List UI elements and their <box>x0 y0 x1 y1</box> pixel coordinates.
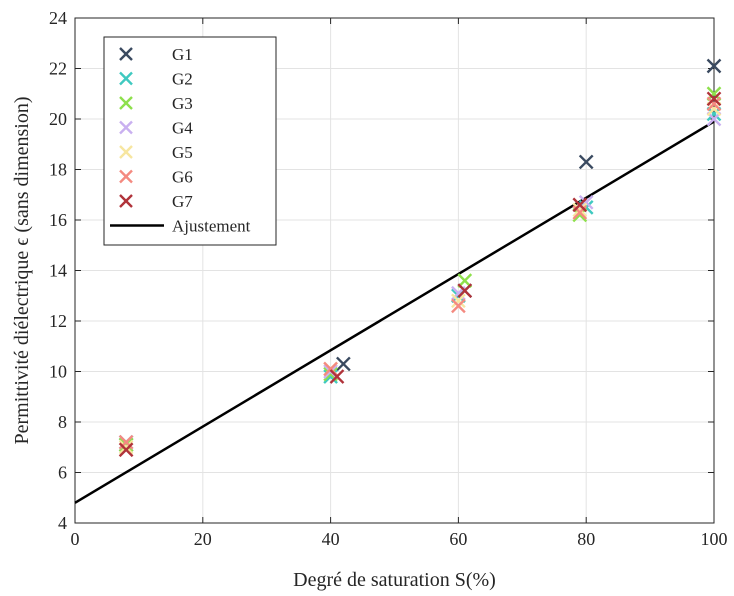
data-point-g7 <box>457 283 473 299</box>
data-point-g1 <box>578 154 594 170</box>
marker-stroke <box>323 366 338 382</box>
marker-stroke <box>118 437 134 453</box>
x-tick-label: 100 <box>701 529 728 549</box>
legend-label: Ajustement <box>172 217 251 236</box>
marker-stroke <box>118 442 134 458</box>
legend-label: G2 <box>172 70 193 89</box>
legend-marker <box>119 71 133 86</box>
marker-layer <box>118 58 722 458</box>
legend: G1 G2 G3 G4 G5 G6 G7 Ajustement <box>103 36 277 246</box>
y-tick-label: 14 <box>49 261 67 281</box>
y-tick-label: 24 <box>49 8 67 28</box>
y-axis-label: Permittivité diélectrique ϵ (sans dimens… <box>11 96 33 444</box>
marker-stroke <box>118 439 134 455</box>
marker-stroke <box>451 298 466 314</box>
marker-stroke <box>706 96 722 112</box>
y-tick-label: 6 <box>58 463 67 483</box>
fit-line <box>74 120 715 504</box>
data-point-g5 <box>572 202 588 218</box>
legend-item-g7: G7 <box>119 192 193 211</box>
marker-stroke <box>323 361 338 377</box>
data-point-g6 <box>706 96 722 112</box>
tick-layer: 0 20 40 60 80 100 4 6 8 10 12 14 16 18 20 22 24 <box>49 8 728 549</box>
legend-label: G5 <box>172 143 193 162</box>
y-tick-label: 12 <box>49 311 67 331</box>
data-point-g5 <box>118 439 134 455</box>
data-point-g7 <box>706 91 722 107</box>
marker-stroke <box>451 293 466 309</box>
y-tick-label: 10 <box>49 362 67 382</box>
marker-stroke <box>457 283 473 299</box>
marker-stroke <box>706 91 722 107</box>
y-tick-label: 20 <box>49 109 67 129</box>
y-tick-label: 16 <box>49 210 67 230</box>
legend-item-g4: G4 <box>119 119 193 138</box>
marker-stroke <box>578 154 594 170</box>
data-point-g1 <box>336 356 351 372</box>
data-point-g6 <box>451 298 466 314</box>
legend-item-g6: G6 <box>119 168 193 187</box>
legend-item-g2: G2 <box>119 70 193 89</box>
marker-stroke <box>336 356 351 372</box>
legend-marker <box>119 47 133 61</box>
fit-line-layer <box>74 120 715 504</box>
legend-item-g1: G1 <box>119 45 193 64</box>
legend-label: G7 <box>172 192 193 211</box>
x-tick-label: 60 <box>449 529 467 549</box>
x-tick-label: 40 <box>322 529 340 549</box>
y-tick-label: 18 <box>49 160 67 180</box>
y-tick-label: 22 <box>49 59 67 79</box>
legend-marker <box>119 194 133 208</box>
legend-item-g3: G3 <box>119 94 193 113</box>
data-point-g1 <box>706 58 722 74</box>
x-tick-label: 80 <box>577 529 595 549</box>
x-axis-label: Degré de saturation S(%) <box>293 569 496 591</box>
data-point-g7 <box>329 369 345 384</box>
x-tick-label: 0 <box>71 529 80 549</box>
legend-marker <box>119 145 133 159</box>
marker-stroke <box>572 202 588 218</box>
legend-label: G4 <box>172 119 193 138</box>
y-tick-label: 4 <box>58 513 67 533</box>
legend-marker <box>119 169 133 184</box>
legend-label: G6 <box>172 168 193 187</box>
legend-item-g5: G5 <box>119 143 193 162</box>
legend-label: G3 <box>172 94 193 113</box>
y-tick-label: 8 <box>58 412 67 432</box>
legend-label: G1 <box>172 45 193 64</box>
legend-marker <box>119 120 133 135</box>
data-point-g5 <box>451 293 466 309</box>
x-tick-label: 20 <box>194 529 212 549</box>
data-point-g7 <box>572 197 588 213</box>
legend-marker <box>119 96 133 110</box>
legend-box <box>103 36 277 246</box>
marker-stroke <box>572 197 588 213</box>
data-point-g7 <box>118 442 134 458</box>
marker-stroke <box>706 58 722 74</box>
data-point-g3 <box>118 437 134 453</box>
legend-item-fit: Ajustement <box>110 217 251 236</box>
marker-stroke <box>329 369 345 384</box>
